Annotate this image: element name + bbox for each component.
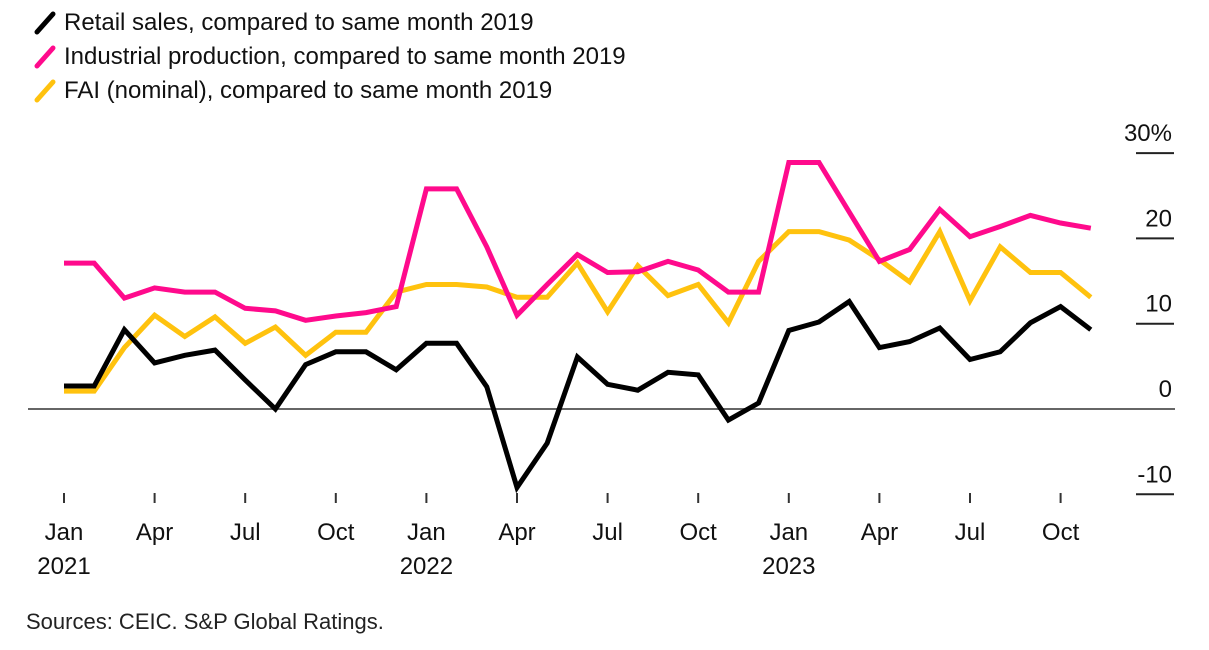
series-line-industrial-production [64, 160, 1092, 323]
x-tick-year-label: 2021 [37, 553, 90, 580]
x-tick-label: Jan [407, 519, 446, 546]
x-tick-label: Apr [498, 519, 535, 546]
y-tick-label: 10 [1145, 291, 1172, 318]
legend: Retail sales, compared to same month 201… [34, 6, 626, 108]
series-group [64, 160, 1093, 494]
x-tick-label: Jan [769, 519, 808, 546]
legend-label: Retail sales, compared to same month 201… [64, 9, 534, 36]
x-tick-label: Apr [861, 519, 898, 546]
x-tick-label: Oct [317, 519, 355, 546]
series-line-fai [64, 226, 1093, 394]
x-tick-label: Jul [230, 519, 261, 546]
legend-label: Industrial production, compared to same … [64, 43, 626, 70]
series-line-retail-sales [64, 298, 1093, 494]
source-note: Sources: CEIC. S&P Global Ratings. [26, 609, 384, 634]
x-tick-label: Apr [136, 519, 173, 546]
line-chart: 30% 20 10 0 -10 Jan 2021 Apr Jul Oct Jan 2022 Apr Ju… [28, 120, 1175, 580]
y-tick-label: -10 [1137, 461, 1172, 488]
x-axis: Jan 2021 Apr Jul Oct Jan 2022 Apr Jul Oct Jan 2023 A… [37, 493, 1080, 580]
y-tick-label: 20 [1145, 205, 1172, 232]
x-tick-year-label: 2023 [762, 553, 815, 580]
x-tick-label: Jan [45, 519, 84, 546]
legend-item-industrial-production: Industrial production, compared to same … [34, 40, 626, 74]
x-tick-label: Oct [1042, 519, 1080, 546]
x-tick-year-label: 2022 [400, 553, 453, 580]
legend-label: FAI (nominal), compared to same month 20… [64, 77, 553, 104]
y-tick-label: 30% [1124, 120, 1172, 147]
legend-item-fai: FAI (nominal), compared to same month 20… [34, 74, 626, 108]
legend-swatch-icon [34, 79, 56, 103]
y-axis: 30% 20 10 0 -10 [1124, 120, 1174, 496]
x-tick-label: Jul [592, 519, 623, 546]
x-tick-label: Oct [680, 519, 718, 546]
legend-item-retail-sales: Retail sales, compared to same month 201… [34, 6, 626, 40]
legend-swatch-icon [34, 11, 56, 35]
y-tick-label: 0 [1159, 376, 1172, 403]
legend-swatch-icon [34, 45, 56, 69]
x-tick-label: Jul [955, 519, 986, 546]
